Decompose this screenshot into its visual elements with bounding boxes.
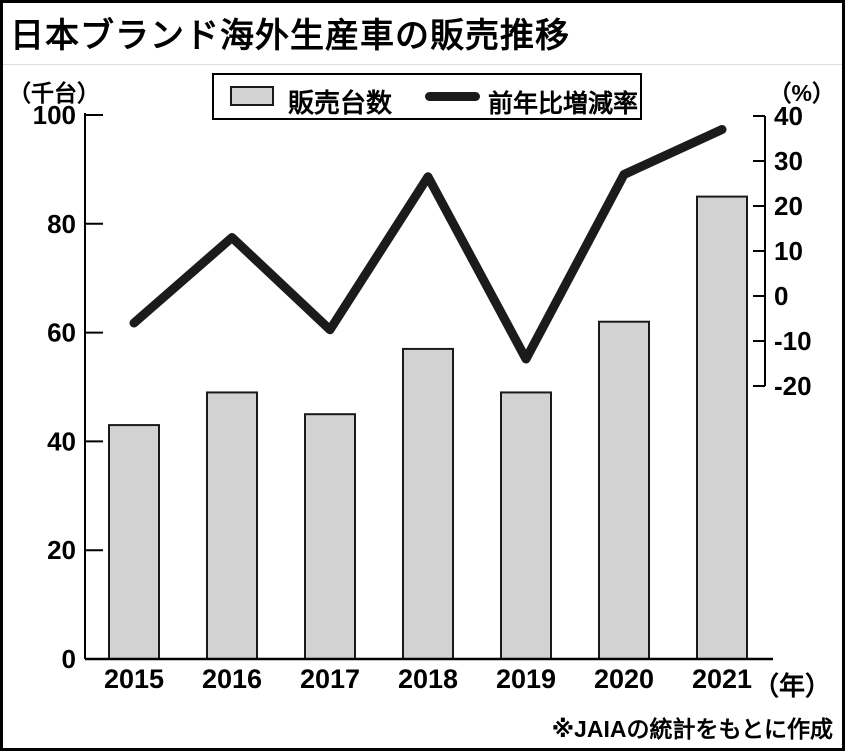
bar-2021	[696, 195, 748, 660]
bar-2015	[108, 424, 160, 660]
left-tick-label-80: 80	[47, 209, 76, 239]
right-tick-label--10: -10	[774, 326, 812, 356]
bar-2018	[402, 347, 454, 660]
x-label-2018: 2018	[398, 664, 458, 694]
right-tick-label-30: 30	[774, 146, 803, 176]
right-tick-label-20: 20	[774, 191, 803, 221]
x-axis-year-suffix: （年）	[753, 671, 832, 701]
bar-2019	[500, 391, 552, 660]
right-tick-label-40: 40	[774, 101, 803, 131]
legend-line-label: 前年比増減率	[488, 90, 639, 118]
title-divider	[0, 64, 845, 65]
left-tick-label-60: 60	[47, 318, 76, 348]
left-axis-unit-label: （千台）	[8, 80, 100, 106]
x-label-2017: 2017	[300, 664, 360, 694]
left-tick-label-40: 40	[47, 426, 76, 456]
legend-bar-swatch-icon	[230, 86, 274, 106]
legend-box: 販売台数 前年比増減率	[212, 73, 642, 120]
right-axis-unit-label: （%）	[768, 80, 835, 106]
x-label-2016: 2016	[202, 664, 262, 694]
bar-2017	[304, 413, 356, 661]
left-tick-label-20: 20	[47, 535, 76, 565]
right-tick-label--20: -20	[774, 371, 812, 401]
x-label-2015: 2015	[104, 664, 164, 694]
legend-bar-label: 販売台数	[288, 88, 393, 118]
bar-2016	[206, 391, 258, 660]
x-label-2020: 2020	[594, 664, 654, 694]
left-tick-label-0: 0	[62, 644, 76, 674]
chart-title: 日本ブランド海外生産車の販売推移	[10, 17, 570, 55]
right-tick-label-10: 10	[774, 236, 803, 266]
trend-line	[129, 125, 727, 364]
x-label-2019: 2019	[496, 664, 556, 694]
legend-line-swatch-icon	[425, 92, 480, 101]
right-tick-label-0: 0	[774, 281, 788, 311]
bar-2020	[598, 320, 650, 660]
left-tick-label-100: 100	[33, 100, 76, 130]
source-attribution: ※JAIAの統計をもとに作成	[551, 716, 833, 742]
x-label-2021: 2021	[692, 664, 752, 694]
